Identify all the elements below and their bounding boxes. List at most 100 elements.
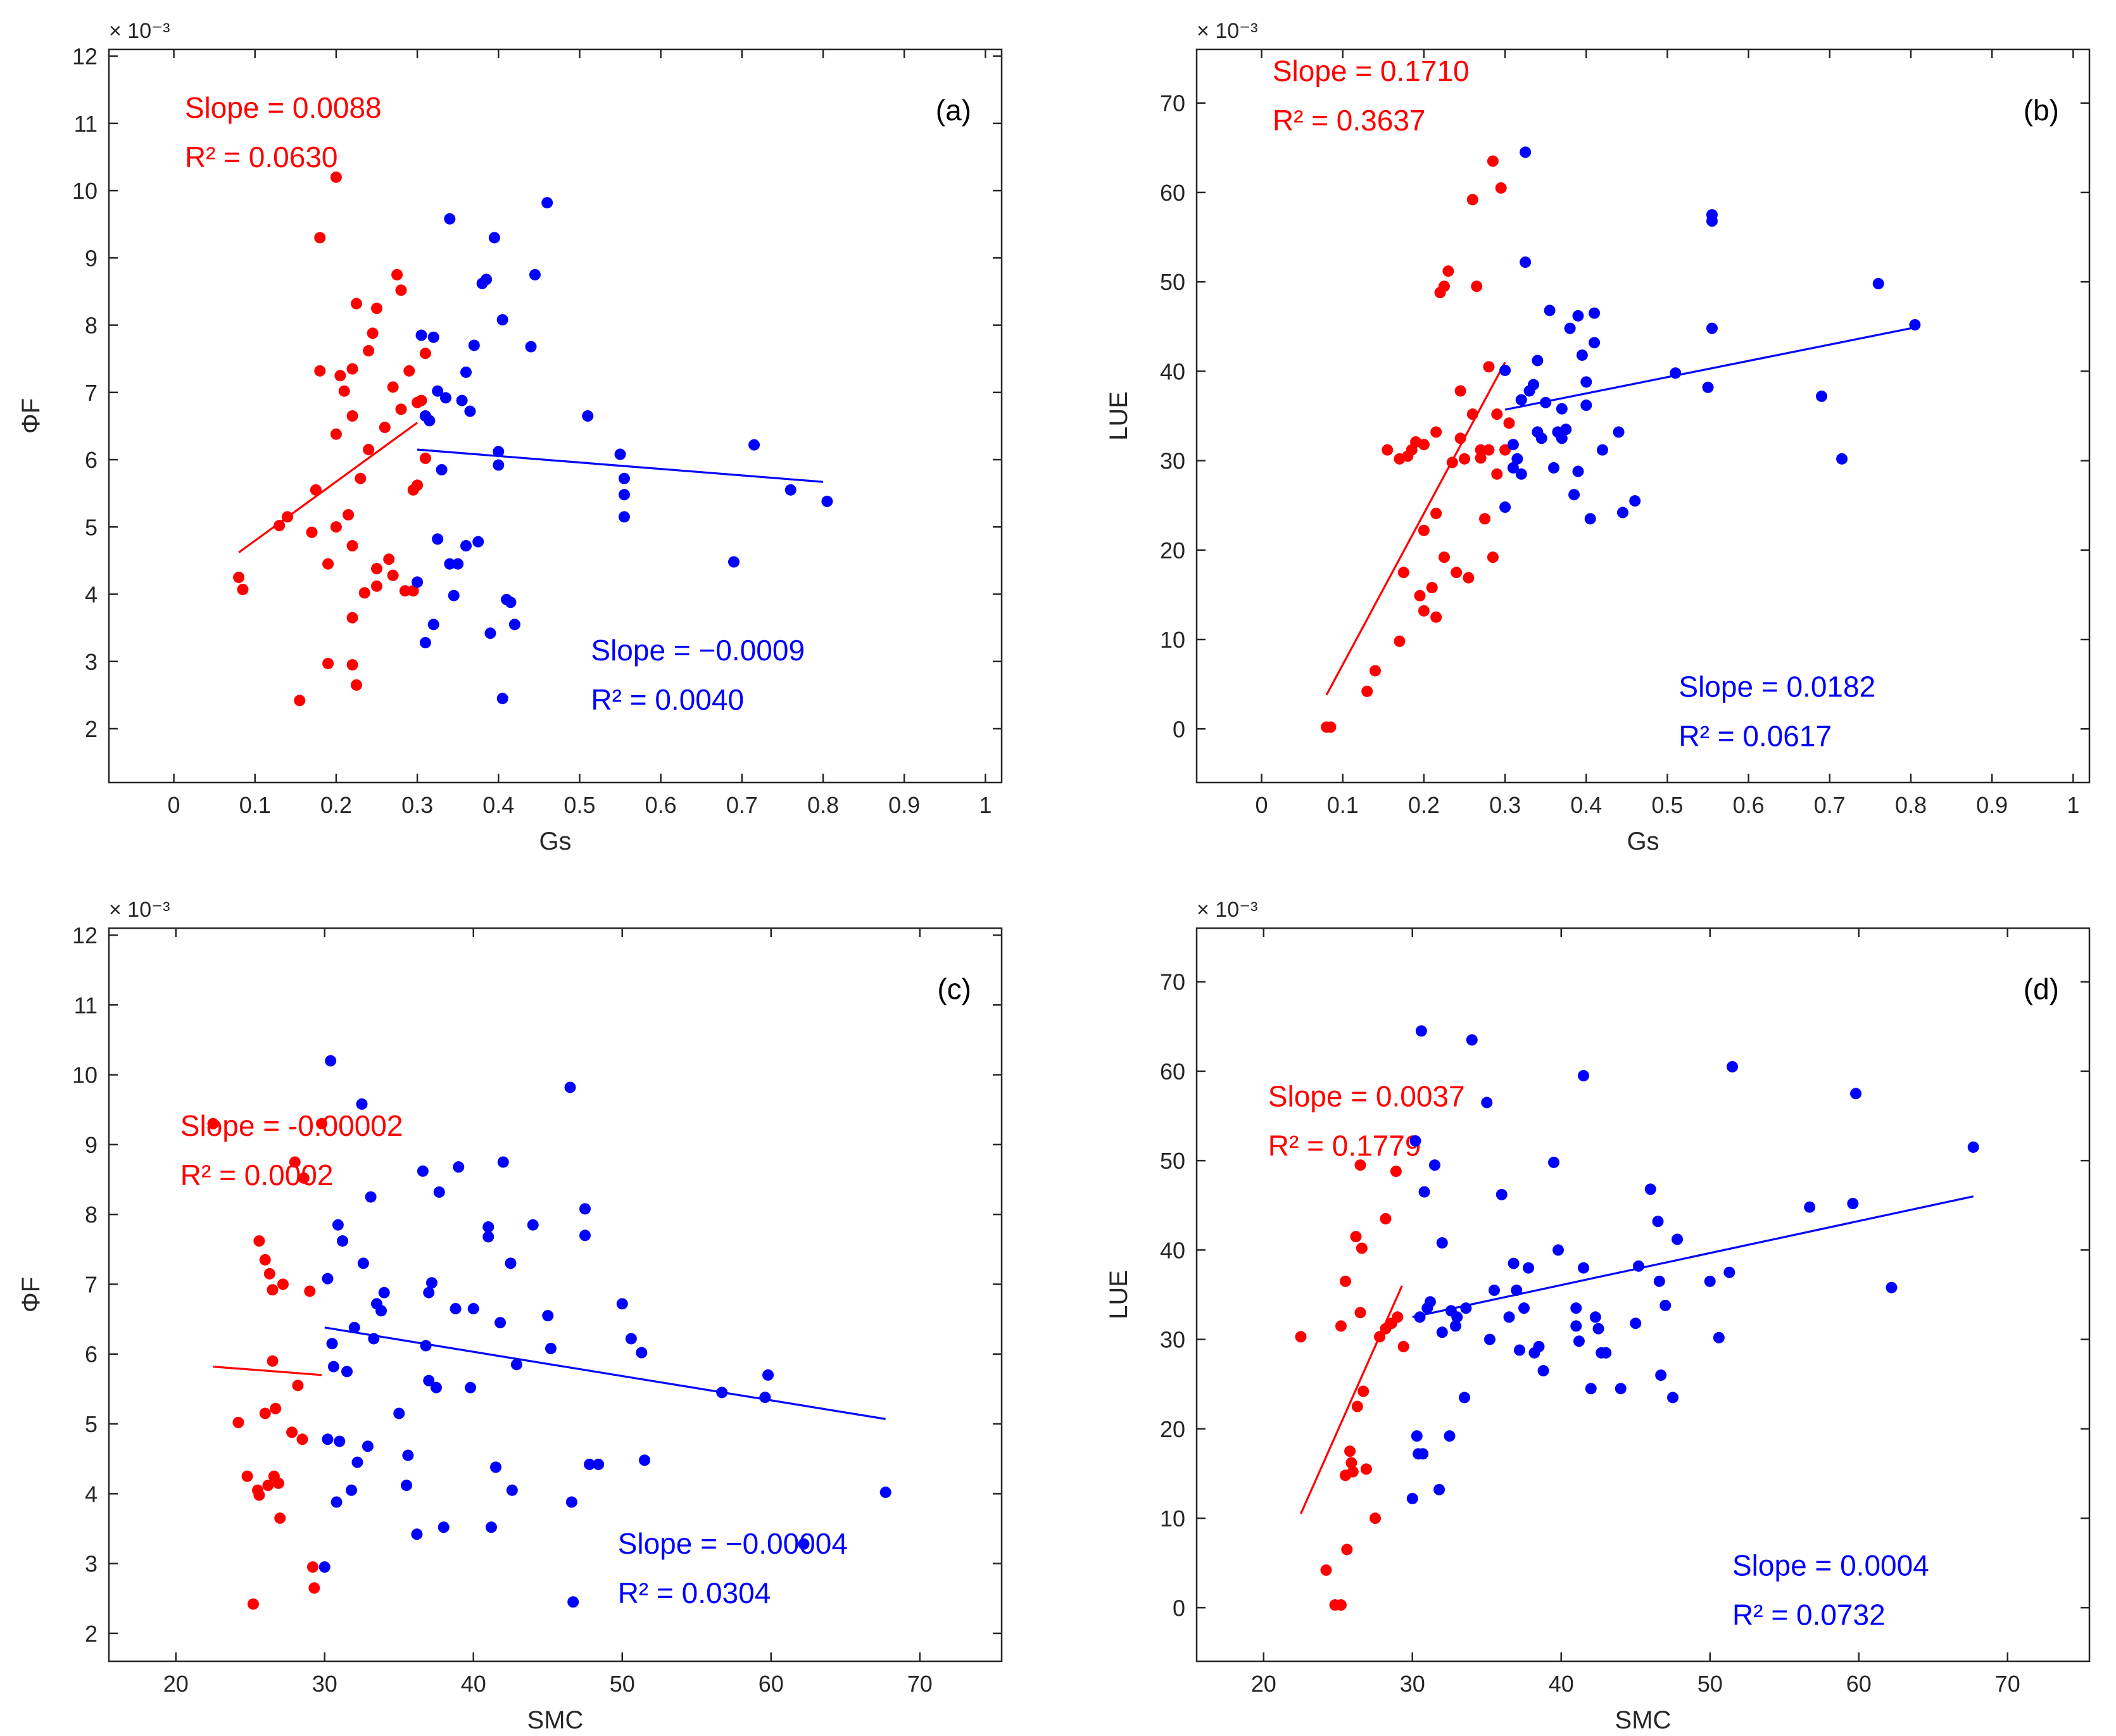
data-point xyxy=(448,589,460,601)
data-point xyxy=(419,348,431,360)
data-point xyxy=(438,1521,450,1533)
data-point xyxy=(346,612,358,624)
data-point xyxy=(371,303,382,315)
data-point xyxy=(232,1416,244,1428)
x-tick-label: 0.1 xyxy=(239,792,271,818)
x-tick-label: 70 xyxy=(1995,1671,2020,1697)
data-point xyxy=(1570,1320,1582,1332)
data-point xyxy=(1354,1159,1366,1171)
data-point xyxy=(1392,1311,1404,1323)
data-point xyxy=(1475,452,1487,464)
data-point xyxy=(460,366,472,378)
panel-label: (d) xyxy=(2024,972,2059,1005)
data-point xyxy=(1629,495,1641,507)
data-point xyxy=(427,619,439,631)
data-point xyxy=(759,1392,771,1404)
data-point xyxy=(1354,1307,1366,1319)
data-point xyxy=(453,1161,465,1173)
x-axis-label: SMC xyxy=(527,1706,584,1734)
series-red: Slope = -0.00002 R² = 0.0002 xyxy=(180,1109,403,1610)
panel-label: (a) xyxy=(936,94,971,127)
panel-b: 0 0.1 0.2 0.3 0.4 0.5 0.6 0.7 0.8 0.9 101020304050… xyxy=(1105,19,2091,855)
data-point xyxy=(334,370,346,382)
data-point xyxy=(1544,305,1556,317)
y-exponent-label: × 10⁻³ xyxy=(109,898,170,922)
data-point xyxy=(395,284,407,296)
slope-label: Slope = 0.0004 xyxy=(1732,1549,1929,1582)
data-point xyxy=(391,268,403,280)
data-point xyxy=(1515,468,1527,480)
data-point xyxy=(506,1484,518,1496)
data-point xyxy=(241,1470,253,1482)
data-point xyxy=(1704,1275,1716,1287)
y-tick-label: 8 xyxy=(85,1202,98,1228)
data-point xyxy=(579,1230,591,1242)
data-point xyxy=(322,1433,334,1445)
data-point xyxy=(1672,1233,1684,1245)
data-point xyxy=(1589,1311,1601,1323)
data-point xyxy=(525,341,537,353)
r-squared-label: R² = 0.0617 xyxy=(1678,720,1832,753)
data-point xyxy=(1406,1492,1418,1504)
y-tick-label: 9 xyxy=(85,245,98,271)
y-tick-label: 10 xyxy=(1160,1506,1185,1532)
data-point xyxy=(207,1117,219,1129)
data-point xyxy=(1429,1159,1440,1171)
data-point xyxy=(584,1458,596,1470)
data-point xyxy=(267,1355,279,1367)
data-point xyxy=(1335,1599,1347,1611)
data-point xyxy=(444,213,456,225)
data-point xyxy=(350,679,362,691)
data-point xyxy=(1515,394,1527,406)
data-point xyxy=(1347,1466,1359,1478)
data-point xyxy=(444,558,456,570)
y-exponent-label: × 10⁻³ xyxy=(109,19,170,43)
data-point xyxy=(262,1480,274,1492)
series-blue: Slope = −0.00004 R² = 0.0304 xyxy=(318,1055,891,1609)
data-point xyxy=(1527,379,1539,391)
data-point xyxy=(1345,1457,1357,1469)
data-point xyxy=(1613,426,1625,438)
data-point xyxy=(1655,1369,1667,1381)
data-point xyxy=(325,1055,337,1067)
y-tick-label: 60 xyxy=(1160,1059,1185,1085)
data-point xyxy=(1350,1231,1362,1243)
data-point xyxy=(1652,1216,1664,1228)
data-point xyxy=(482,1221,494,1233)
data-point xyxy=(1596,444,1608,456)
series-blue: Slope = 0.0182 R² = 0.0617 xyxy=(1499,146,1921,753)
r-squared-label: R² = 0.0304 xyxy=(618,1576,771,1609)
x-axis-label: Gs xyxy=(539,827,571,855)
data-point xyxy=(1520,146,1532,158)
data-point xyxy=(378,1286,390,1299)
slope-label: Slope = −0.0009 xyxy=(591,634,805,667)
data-point xyxy=(1496,1188,1508,1200)
r-squared-label: R² = 0.0002 xyxy=(180,1159,334,1192)
data-point xyxy=(1556,403,1568,415)
data-point xyxy=(314,365,326,377)
x-tick-label: 20 xyxy=(163,1671,189,1697)
data-point xyxy=(355,472,367,484)
y-tick-label: 11 xyxy=(74,992,98,1018)
data-point xyxy=(272,1477,284,1489)
data-point xyxy=(1380,1212,1392,1224)
y-tick-label: 4 xyxy=(85,1481,98,1507)
data-point xyxy=(582,410,594,422)
x-tick-label: 70 xyxy=(907,1671,933,1697)
data-point xyxy=(1483,444,1495,456)
data-point xyxy=(304,1285,316,1297)
data-point xyxy=(493,459,505,471)
y-tick-label: 12 xyxy=(72,44,98,70)
data-point xyxy=(1370,1513,1381,1525)
y-tick-label: 7 xyxy=(85,380,98,406)
data-point xyxy=(1535,432,1547,444)
data-point xyxy=(1414,589,1426,601)
data-point xyxy=(879,1487,891,1499)
y-tick-label: 30 xyxy=(1160,448,1185,474)
x-tick-label: 0.2 xyxy=(320,792,352,818)
data-point xyxy=(618,489,630,501)
y-tick-label: 9 xyxy=(85,1132,98,1158)
data-point xyxy=(567,1596,579,1608)
data-point xyxy=(403,365,415,377)
data-point xyxy=(1570,1302,1582,1314)
